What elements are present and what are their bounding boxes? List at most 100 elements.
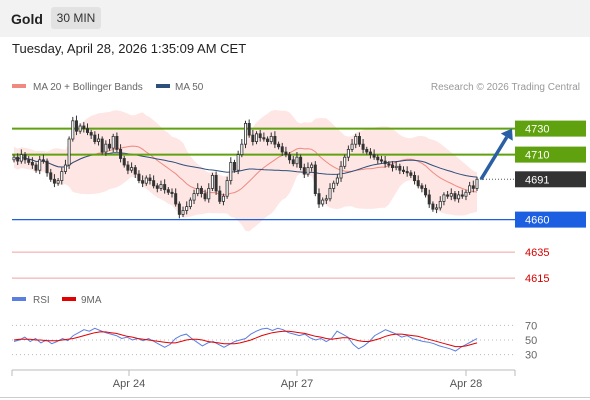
candle-body	[108, 143, 112, 149]
candle-body	[16, 156, 20, 162]
candle	[122, 155, 126, 168]
candle-body	[427, 194, 431, 205]
candle	[203, 189, 207, 202]
candle	[232, 159, 236, 173]
candle	[133, 165, 137, 178]
resistance-box-4730	[515, 120, 586, 137]
interval-button[interactable]: 30 MIN	[51, 7, 101, 29]
candle-body	[365, 148, 369, 153]
candle-body	[464, 191, 468, 197]
candle	[295, 152, 299, 168]
candle-body	[346, 148, 350, 158]
candle-body	[100, 138, 104, 153]
candle	[174, 188, 178, 207]
candle	[335, 174, 339, 186]
candle	[71, 116, 75, 142]
candle-body	[258, 133, 262, 139]
candle-body	[30, 161, 34, 166]
candle	[119, 144, 123, 163]
candle-body	[409, 172, 413, 176]
candle	[97, 133, 101, 146]
candle-body	[137, 173, 141, 182]
candle	[280, 142, 284, 156]
candle-body	[89, 132, 93, 136]
candle-body	[288, 154, 292, 161]
candle-body	[368, 151, 372, 155]
candle	[402, 166, 406, 175]
candle-body	[210, 174, 214, 189]
candle-body	[372, 154, 376, 158]
candle-body	[431, 203, 435, 210]
candle	[361, 139, 365, 154]
candle-body	[339, 165, 343, 179]
candle	[398, 163, 402, 175]
candle	[376, 154, 380, 164]
legend: MA 20 + Bollinger Bands MA 50 Research ©…	[12, 82, 580, 93]
candle	[210, 172, 214, 191]
rsi-9ma-line	[13, 330, 478, 348]
candle	[159, 180, 163, 191]
candle-body	[60, 171, 64, 181]
candle	[468, 181, 472, 195]
candle-body	[243, 123, 248, 145]
candle-body	[446, 194, 450, 197]
candle	[221, 193, 225, 206]
candle	[27, 155, 31, 165]
candle-body	[262, 137, 266, 140]
current-price-box	[515, 171, 586, 188]
candle-body	[214, 174, 218, 192]
instrument-title: Gold	[11, 11, 43, 27]
candle-body	[155, 185, 159, 189]
candle-body	[354, 135, 358, 145]
candle-body	[379, 159, 383, 162]
candle-body	[240, 143, 244, 155]
candle-body	[295, 156, 299, 165]
candle-body	[266, 138, 270, 142]
candle	[409, 170, 413, 178]
projection-arrow-shaft	[479, 136, 509, 181]
resistance-box-4710	[515, 146, 586, 163]
candle	[446, 191, 450, 199]
candle	[405, 166, 409, 177]
candle-body	[453, 193, 457, 200]
candle	[170, 188, 174, 198]
candle	[310, 162, 314, 172]
candle	[141, 175, 145, 188]
candle	[387, 161, 391, 168]
candle	[52, 174, 56, 188]
candle	[93, 131, 97, 145]
candle	[288, 152, 292, 164]
support-box-4660	[515, 211, 586, 228]
candle-body	[177, 203, 181, 215]
candle	[420, 183, 424, 193]
candle-body	[413, 174, 417, 181]
candle	[207, 183, 211, 203]
bollinger-band	[14, 110, 477, 232]
candle	[372, 149, 376, 160]
candle	[30, 157, 34, 169]
candle	[277, 141, 281, 150]
candle-body	[255, 133, 259, 143]
candle-body	[416, 180, 420, 187]
candle	[262, 132, 266, 142]
candle-body	[192, 193, 196, 201]
minor-level-label-4615: 4615	[525, 273, 549, 285]
legend-rsi-label: RSI	[33, 295, 50, 306]
candle	[236, 150, 240, 175]
candle-body	[126, 164, 130, 171]
candle	[343, 154, 347, 169]
candle-body	[12, 156, 16, 161]
candle	[111, 133, 115, 152]
candle-body	[383, 160, 387, 165]
candle	[89, 129, 93, 139]
candle	[321, 197, 325, 207]
candle	[431, 201, 435, 212]
candle	[78, 123, 82, 134]
candle	[269, 132, 273, 145]
candle-body	[398, 165, 402, 171]
candle	[115, 132, 119, 152]
legend-bollinger-label: MA 20 + Bollinger Bands	[33, 82, 143, 93]
resistance-label-4730: 4730	[525, 124, 549, 136]
candle	[155, 183, 159, 193]
